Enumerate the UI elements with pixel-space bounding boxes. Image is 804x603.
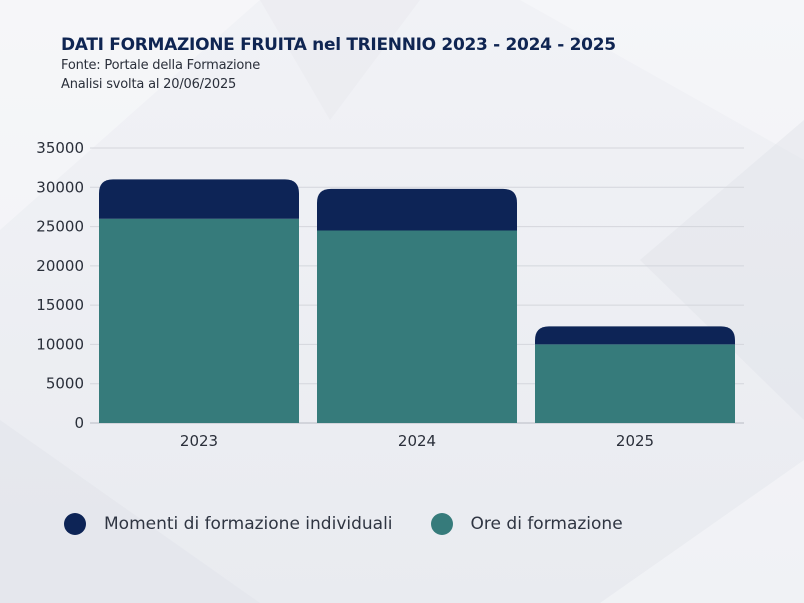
source-note: Fonte: Portale della Formazione (61, 58, 261, 73)
y-axis-tick-labels: 0 5000 10000 15000 20000 25000 30000 35000 (36, 139, 84, 432)
bar-2024-ore-di-formazione (317, 230, 517, 423)
x-tick-label-2023: 2023 (180, 432, 218, 450)
bars (99, 179, 735, 423)
legend-swatch-ore (430, 513, 453, 535)
y-tick-label: 10000 (36, 335, 84, 353)
legend-label-momenti: Momenti di formazione individuali (104, 514, 393, 534)
y-tick-label: 35000 (36, 139, 84, 157)
legend-label-ore: Ore di formazione (470, 514, 623, 534)
bar-2025-ore-di-formazione (535, 344, 735, 423)
y-tick-label: 0 (74, 414, 84, 432)
y-tick-label: 20000 (36, 257, 84, 275)
bar-2025-momenti-individuali (535, 326, 735, 345)
legend-swatch-momenti (64, 513, 86, 535)
y-tick-label: 30000 (36, 178, 84, 196)
analysis-date-note: Analisi svolta al 20/06/2025 (61, 77, 237, 92)
chart-legend: Momenti di formazione individuali Ore di… (64, 513, 623, 535)
x-axis-tick-labels: 2023 2024 2025 (180, 432, 654, 450)
x-tick-label-2024: 2024 (398, 432, 436, 450)
legend-item-ore[interactable]: Ore di formazione (430, 513, 623, 535)
legend-item-momenti[interactable]: Momenti di formazione individuali (64, 513, 393, 535)
y-tick-label: 15000 (36, 296, 84, 314)
chart-header: DATI FORMAZIONE FRUITA nel TRIENNIO 2023… (61, 34, 761, 94)
chart-title: DATI FORMAZIONE FRUITA nel TRIENNIO 2023… (61, 35, 616, 55)
bar-2023-momenti-individuali (99, 179, 299, 219)
bar-2024-momenti-individuali (317, 188, 517, 231)
x-tick-label-2025: 2025 (616, 432, 654, 450)
y-tick-label: 25000 (36, 218, 84, 236)
bar-2023-ore-di-formazione (99, 218, 299, 423)
y-tick-label: 5000 (46, 375, 84, 393)
